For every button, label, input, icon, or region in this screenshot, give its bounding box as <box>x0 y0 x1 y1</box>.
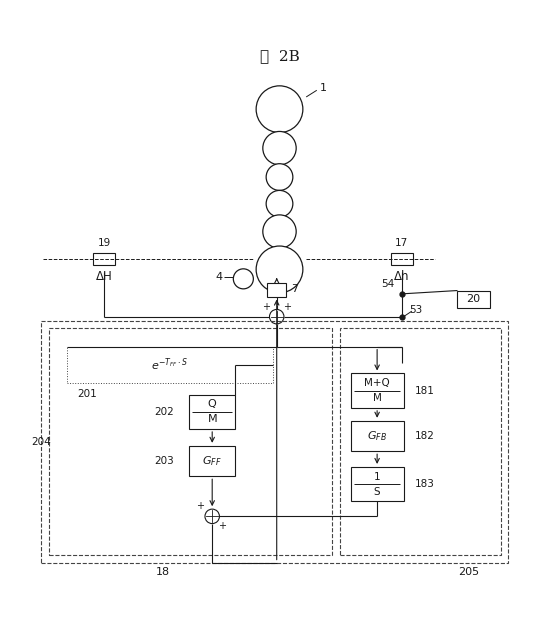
Bar <box>267 283 286 297</box>
Text: Q: Q <box>208 399 216 410</box>
Text: 203: 203 <box>154 456 174 466</box>
Bar <box>190 445 235 476</box>
Text: +: + <box>283 302 291 312</box>
Circle shape <box>263 215 296 248</box>
Bar <box>350 421 404 451</box>
Text: 1: 1 <box>374 471 381 481</box>
Text: 19: 19 <box>98 238 111 248</box>
Text: 201: 201 <box>78 389 97 399</box>
Text: 182: 182 <box>415 431 434 441</box>
Text: $G_{FF}$: $G_{FF}$ <box>202 454 222 468</box>
Text: M: M <box>207 415 217 425</box>
Circle shape <box>266 190 293 217</box>
Text: $e^{-T_{FF} \cdot S}$: $e^{-T_{FF} \cdot S}$ <box>151 357 188 374</box>
Text: S: S <box>374 487 381 496</box>
Circle shape <box>269 309 284 324</box>
Text: +: + <box>218 522 226 531</box>
Text: 17: 17 <box>395 238 409 248</box>
Bar <box>190 394 235 429</box>
Circle shape <box>263 132 296 165</box>
Bar <box>350 374 404 408</box>
Bar <box>350 467 404 501</box>
Bar <box>67 346 273 383</box>
Text: 図  2B: 図 2B <box>259 49 300 64</box>
Text: 54: 54 <box>381 279 395 289</box>
Text: +: + <box>196 501 204 512</box>
Bar <box>93 253 115 265</box>
Circle shape <box>233 269 253 289</box>
Circle shape <box>256 246 303 293</box>
Text: 1: 1 <box>319 83 326 93</box>
Bar <box>391 253 413 265</box>
Text: 181: 181 <box>415 386 434 396</box>
Text: ΔH: ΔH <box>96 270 113 283</box>
Text: 4: 4 <box>216 272 223 282</box>
Circle shape <box>205 509 220 524</box>
Text: 205: 205 <box>458 567 479 577</box>
Text: M+Q: M+Q <box>364 378 390 388</box>
Text: 202: 202 <box>154 407 174 417</box>
Text: $G_{FB}$: $G_{FB}$ <box>367 429 387 443</box>
Text: M: M <box>373 393 382 403</box>
Text: 18: 18 <box>155 567 170 577</box>
Text: 7: 7 <box>291 284 299 294</box>
Bar <box>457 291 490 308</box>
Text: 20: 20 <box>467 294 481 304</box>
Text: 53: 53 <box>409 305 423 315</box>
Text: 204: 204 <box>31 437 51 447</box>
Circle shape <box>256 86 303 132</box>
Text: Δh: Δh <box>394 270 410 283</box>
Bar <box>49 328 333 555</box>
Bar <box>41 321 508 563</box>
Text: 183: 183 <box>415 479 434 489</box>
Bar <box>339 328 501 555</box>
Text: +: + <box>262 302 269 312</box>
Circle shape <box>266 164 293 190</box>
